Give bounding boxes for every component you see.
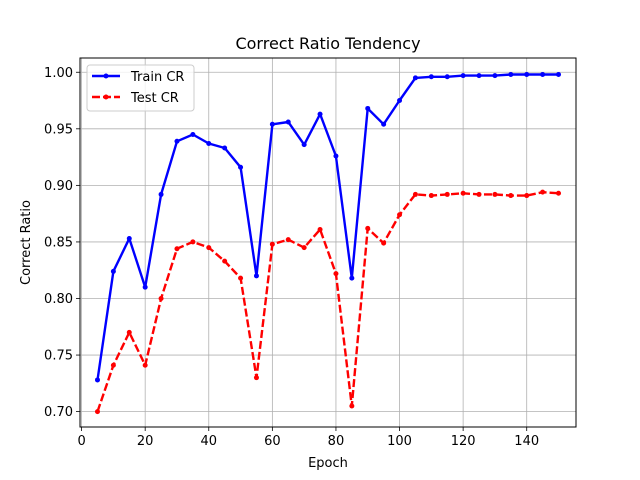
- data-point-train-cr: [158, 191, 164, 197]
- data-point-train-cr: [460, 73, 466, 79]
- plot-area: [80, 58, 576, 427]
- y-tick-label: 0.90: [44, 179, 73, 194]
- data-point-test-cr: [397, 212, 403, 218]
- data-point-test-cr: [333, 271, 339, 277]
- data-point-test-cr: [460, 190, 466, 196]
- data-point-train-cr: [285, 119, 291, 125]
- data-point-test-cr: [269, 241, 275, 247]
- data-point-test-cr: [158, 295, 164, 301]
- data-point-test-cr: [253, 375, 259, 381]
- data-point-test-cr: [190, 239, 196, 245]
- data-point-test-cr: [412, 191, 418, 197]
- data-point-train-cr: [524, 72, 530, 78]
- data-point-test-cr: [428, 193, 434, 199]
- x-tick-label: 80: [328, 434, 345, 449]
- data-point-train-cr: [238, 164, 244, 170]
- data-point-train-cr: [444, 74, 450, 80]
- axes-frame: [79, 57, 577, 428]
- y-axis: 0.70 0.75 0.80 0.85 0.90 0.95 1.00: [44, 66, 80, 420]
- data-point-test-cr: [238, 275, 244, 281]
- chart-title: Correct Ratio Tendency: [235, 34, 420, 53]
- data-point-test-cr: [556, 190, 562, 196]
- data-point-test-cr: [508, 193, 514, 199]
- data-point-train-cr: [269, 121, 275, 127]
- data-point-train-cr: [190, 131, 196, 137]
- data-point-train-cr: [556, 72, 562, 78]
- data-point-train-cr: [365, 105, 371, 111]
- legend-marker-train: [103, 73, 109, 79]
- data-point-train-cr: [508, 72, 514, 78]
- series-layer: [94, 72, 562, 415]
- y-tick-label: 0.85: [44, 235, 73, 250]
- data-point-train-cr: [492, 73, 498, 79]
- data-point-test-cr: [174, 246, 180, 252]
- data-point-test-cr: [285, 237, 291, 243]
- data-point-train-cr: [142, 284, 148, 290]
- data-point-test-cr: [142, 362, 148, 368]
- data-point-test-cr: [94, 409, 100, 415]
- y-tick-label: 0.80: [44, 292, 73, 307]
- y-tick-label: 0.75: [44, 349, 73, 364]
- y-tick-label: 0.95: [44, 122, 73, 137]
- data-point-train-cr: [349, 275, 355, 281]
- data-point-train-cr: [412, 75, 418, 81]
- y-tick-label: 0.70: [44, 405, 73, 420]
- data-point-train-cr: [174, 138, 180, 144]
- data-point-train-cr: [222, 145, 228, 151]
- data-point-train-cr: [126, 236, 132, 242]
- data-point-test-cr: [540, 189, 546, 195]
- data-point-test-cr: [492, 191, 498, 197]
- data-point-test-cr: [301, 245, 307, 251]
- data-point-train-cr: [476, 73, 482, 79]
- legend-label-test: Test CR: [130, 91, 179, 106]
- data-point-train-cr: [94, 377, 100, 383]
- data-point-train-cr: [206, 141, 212, 147]
- y-axis-title: Correct Ratio: [19, 200, 34, 285]
- x-axis: 0 20 40 60 80 100 120 140: [77, 427, 539, 449]
- x-tick-label: 60: [264, 434, 281, 449]
- grid-lines: [80, 58, 576, 427]
- x-tick-label: 140: [514, 434, 539, 449]
- x-axis-title: Epoch: [308, 456, 348, 471]
- series-line-train-cr: [96, 73, 559, 381]
- x-tick-label: 0: [77, 434, 85, 449]
- data-point-train-cr: [253, 273, 259, 279]
- x-tick-label: 20: [137, 434, 154, 449]
- data-point-test-cr: [206, 245, 212, 251]
- data-point-train-cr: [301, 142, 307, 148]
- legend: Train CR Test CR: [86, 64, 195, 112]
- data-point-test-cr: [381, 240, 387, 246]
- legend-marker-test: [103, 94, 109, 100]
- data-point-test-cr: [349, 403, 355, 409]
- x-tick-label: 40: [200, 434, 217, 449]
- x-tick-label: 100: [387, 434, 412, 449]
- data-point-train-cr: [428, 74, 434, 80]
- data-point-test-cr: [126, 329, 132, 335]
- x-tick-label: 120: [451, 434, 476, 449]
- data-point-test-cr: [476, 191, 482, 197]
- data-point-train-cr: [397, 98, 403, 104]
- data-point-test-cr: [444, 191, 450, 197]
- data-point-test-cr: [365, 225, 371, 231]
- data-point-train-cr: [381, 121, 387, 127]
- series-line-test-cr: [96, 190, 559, 412]
- data-point-test-cr: [524, 193, 530, 199]
- data-point-test-cr: [110, 362, 116, 368]
- data-point-test-cr: [222, 258, 228, 264]
- data-point-train-cr: [540, 72, 546, 78]
- y-tick-label: 1.00: [44, 66, 73, 81]
- data-point-test-cr: [317, 226, 323, 232]
- legend-label-train: Train CR: [130, 70, 184, 85]
- data-point-train-cr: [317, 111, 323, 117]
- data-point-train-cr: [110, 268, 116, 274]
- data-point-train-cr: [333, 153, 339, 159]
